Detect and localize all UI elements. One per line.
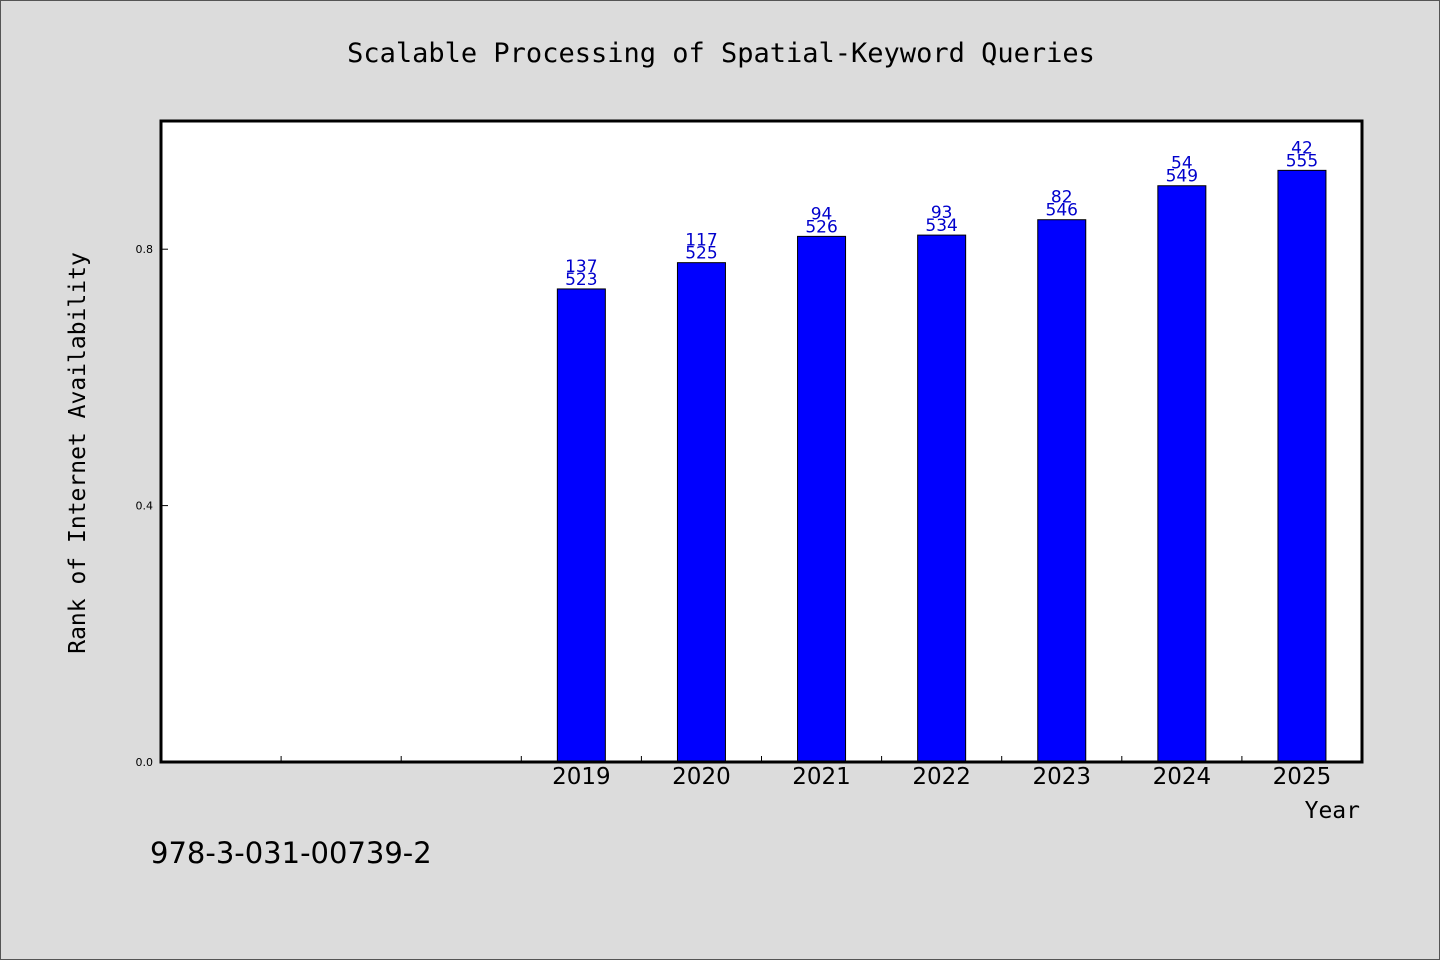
bar-annotation-top-2020: 117	[685, 231, 717, 251]
bar-2023	[1037, 219, 1087, 763]
x-tick-label-2024: 2024	[1153, 764, 1212, 790]
bar-annotation-top-2024: 54	[1171, 154, 1193, 174]
bars-layer	[556, 169, 1327, 763]
bar-annotation-top-2022: 93	[931, 203, 953, 223]
bar-annotation-bottom-2024: 549	[1166, 167, 1198, 187]
bar-annotation-top-2025: 42	[1291, 138, 1313, 158]
bar-2019	[556, 288, 606, 763]
y-axis-label: Rank of Internet Availability	[65, 252, 91, 654]
x-ticks-layer: 2019 2020 2021 2022 2023 2024 2025	[280, 756, 1332, 790]
y-tick-label: 0.0	[136, 756, 154, 769]
bar-annotation-top-2021: 94	[811, 204, 833, 224]
bar-annotation-bottom-2019: 523	[565, 270, 597, 290]
y-tick-label: 0.4	[136, 500, 154, 513]
bar-2020	[676, 262, 726, 763]
bar-annotation-bottom-2023: 546	[1046, 201, 1078, 221]
bar-2025	[1277, 169, 1327, 763]
x-tick-label-2019: 2019	[552, 764, 611, 790]
bar-annotation-top-2023: 82	[1051, 188, 1073, 208]
x-tick-label-2022: 2022	[912, 764, 971, 790]
y-tick-label: 0.8	[136, 243, 154, 256]
bar-2022	[917, 234, 967, 763]
bar-annotation-bottom-2025: 555	[1286, 151, 1318, 171]
bar-annotation-bottom-2021: 526	[805, 217, 837, 237]
bar-annotation-bottom-2022: 534	[925, 216, 957, 236]
x-tick-label-2021: 2021	[792, 764, 851, 790]
x-tick-label-2025: 2025	[1273, 764, 1332, 790]
x-axis-label: Year	[1305, 798, 1360, 824]
x-tick-label-2020: 2020	[672, 764, 731, 790]
isbn-footer: 978-3-031-00739-2	[150, 836, 432, 870]
bar-annotation-top-2019: 137	[565, 257, 597, 277]
x-tick-label-2023: 2023	[1032, 764, 1091, 790]
bar-2024	[1157, 185, 1207, 763]
plot-frame	[159, 119, 1364, 764]
chart-title: Scalable Processing of Spatial-Keyword Q…	[347, 38, 1095, 69]
bar-annotation-bottom-2020: 525	[685, 244, 717, 264]
bar-2021	[797, 235, 847, 763]
